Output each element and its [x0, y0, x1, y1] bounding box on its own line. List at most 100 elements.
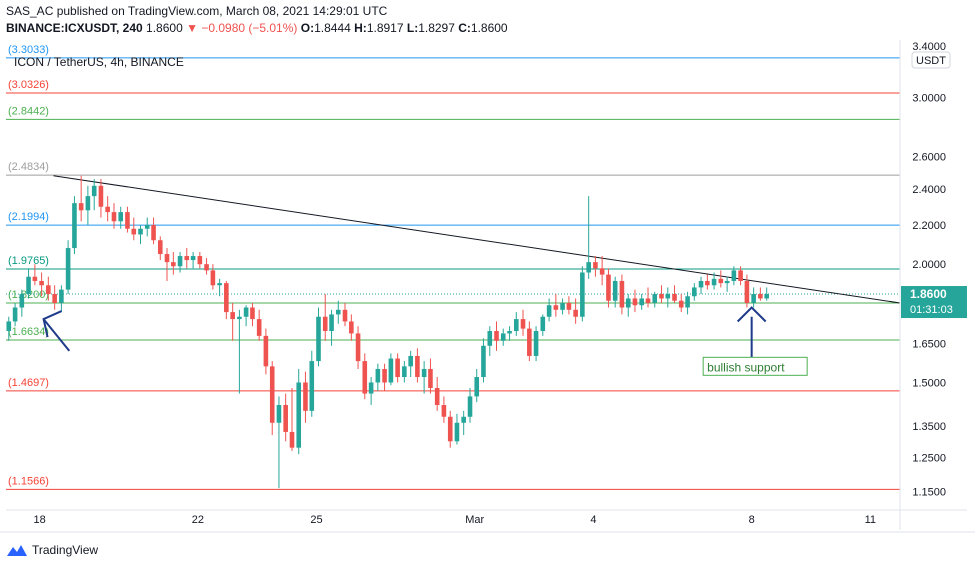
candle-body [91, 185, 97, 197]
candle-body [402, 366, 407, 378]
fib-level-label: (2.1994) [8, 211, 49, 223]
candle-body [303, 382, 308, 411]
candle-body [210, 270, 216, 286]
candle-body [744, 280, 750, 303]
candle-body [652, 294, 658, 303]
fib-level-label: (1.9765) [8, 255, 49, 267]
time-axis[interactable]: 18 22 25 Mar 4 8 11 [0, 509, 975, 533]
footer: TradingView [6, 543, 98, 557]
fib-level-label: (2.4834) [8, 161, 49, 173]
price-tick-label: 1.2500 [912, 452, 946, 464]
candle-body [428, 368, 433, 388]
candle-body [764, 294, 769, 299]
candle-body [758, 294, 763, 299]
candle-body [546, 305, 552, 317]
candle-body [190, 256, 196, 261]
candle-body [540, 316, 546, 332]
currency-label: USDT [916, 55, 946, 67]
candle-body [461, 416, 466, 423]
candle-body [131, 228, 137, 235]
candle-body [296, 382, 302, 448]
price-change: −0.0980 (−5.01%) [201, 21, 298, 35]
candle-body [151, 224, 156, 241]
fib-level-label: (3.3033) [8, 44, 49, 56]
candle-body [6, 321, 12, 332]
candle-body [98, 185, 104, 207]
candle-body [467, 396, 473, 417]
candle-body [283, 405, 288, 432]
candle-body [125, 212, 130, 229]
candle-body [639, 298, 644, 306]
candle-body [224, 283, 229, 313]
symbol-label: BINANCE:ICXUSDT, 240 [6, 21, 143, 35]
time-tick-label: 8 [749, 514, 755, 526]
candle-body [52, 294, 57, 303]
candle-body [349, 321, 354, 334]
high-label: H: [354, 21, 367, 35]
candle-body [645, 298, 651, 303]
candle-body [685, 296, 690, 308]
candle-body [256, 319, 262, 336]
candle-body [520, 319, 526, 329]
candle-body [184, 256, 190, 261]
candle-body [12, 307, 18, 322]
candle-body [678, 300, 684, 308]
candle-body [665, 294, 671, 299]
candle-body [289, 431, 295, 448]
publish-line: SAS_AC published on TradingView.com, Mar… [6, 4, 388, 18]
tradingview-logo-icon [7, 545, 27, 556]
candle-body [111, 212, 117, 222]
candle-body [527, 328, 532, 356]
price-axis[interactable]: 3.4000 3.0000 2.6000 2.4000 2.2000 2.0000 1.65… [899, 40, 967, 530]
time-tick-label: 22 [192, 514, 204, 526]
candle-body [217, 283, 222, 286]
candle-body [415, 355, 420, 378]
price-tick-label: 3.4000 [912, 41, 946, 53]
candle-body [395, 358, 400, 378]
time-tick-label: 11 [865, 514, 876, 526]
candle-body [243, 307, 249, 317]
candle-body [237, 316, 242, 320]
candle-body [711, 278, 717, 286]
chart-header: SAS_AC published on TradingView.com, Mar… [6, 3, 906, 37]
candle-body [724, 280, 730, 284]
support-arrow-head [42, 310, 62, 338]
candle-body [454, 422, 460, 442]
candle-body [382, 368, 387, 383]
candle-body [421, 368, 427, 378]
candle-body [322, 316, 328, 332]
fib-levels: (3.3033) (3.0326) (2.8442) (2.4834) (2.1994)… [6, 44, 900, 490]
last-price-badge-value: 1.8600 [910, 287, 947, 301]
down-triangle-icon: ▼ [186, 21, 198, 35]
price-tick-label: 1.5000 [912, 377, 946, 389]
price-tick-label: 1.3500 [912, 421, 946, 433]
candle-body [619, 280, 625, 308]
candle-body [32, 276, 38, 281]
close-value: 1.8600 [470, 21, 508, 35]
fib-level-label: (3.0326) [8, 79, 49, 91]
candle-body [19, 294, 25, 308]
candle-body [751, 294, 756, 303]
candle-body [494, 331, 499, 341]
chart-title: ICON / TetherUS, 4h, BINANCE [14, 55, 184, 69]
candle-body [118, 212, 124, 222]
candle-body [144, 224, 150, 229]
fib-level-label: (1.6634) [8, 326, 49, 338]
candle-body [362, 361, 368, 394]
countdown-label: 01:31:03 [910, 304, 953, 316]
currency-badge [911, 51, 951, 69]
annotation-label: bullish support [707, 360, 785, 374]
fib-level-label: (1.4697) [8, 377, 49, 389]
candle-body [157, 240, 163, 255]
price-tick-label: 2.4000 [912, 184, 946, 196]
candle-body [580, 272, 585, 317]
fib-level-label: (1.1566) [8, 475, 49, 487]
annotation-label-box [702, 356, 808, 376]
support-chevron-icon [736, 306, 767, 323]
symbol-line: BINANCE:ICXUSDT, 240 1.8600 ▼ −0.0980 (−… [6, 20, 906, 37]
time-tick-label: 18 [33, 514, 45, 526]
descending-trendline [53, 175, 901, 304]
candles [6, 175, 769, 489]
candle-body [375, 368, 381, 383]
